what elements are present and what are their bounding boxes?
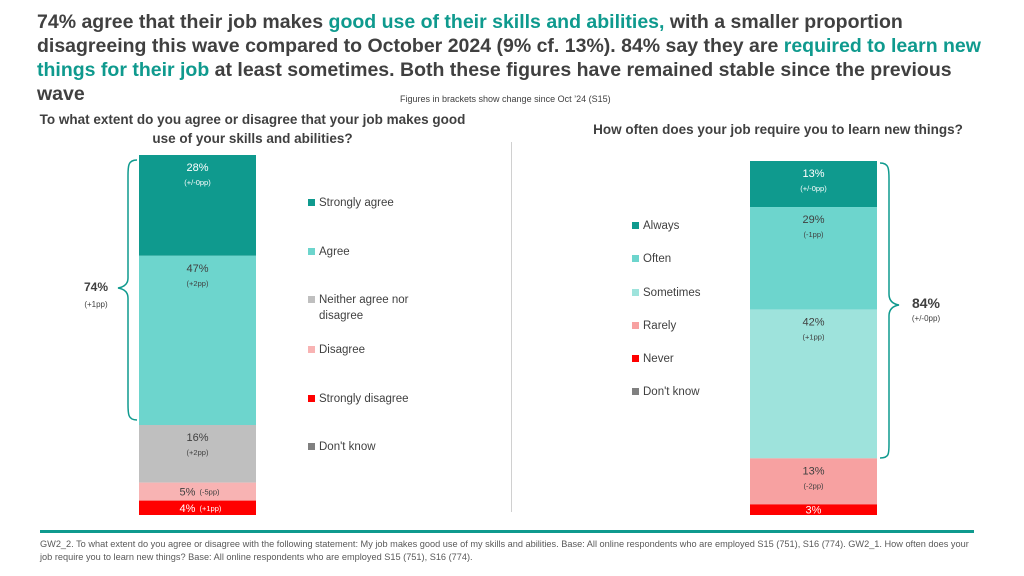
legend-item-often: Often (632, 251, 772, 267)
legend-label: Neither agree nor disagree (319, 294, 409, 322)
legend-item-sometimes: Sometimes (632, 285, 772, 301)
left-total: 74% (+1pp) (66, 280, 126, 309)
brackets-note: Figures in brackets show change since Oc… (400, 94, 611, 104)
chart-divider (511, 142, 512, 512)
footnote: GW2_2. To what extent do you agree or di… (40, 539, 969, 562)
legend-label: Rarely (643, 320, 677, 332)
legend-item-disagree: Disagree (308, 342, 448, 358)
right-total-value: 84% (911, 295, 941, 311)
chart0-neither-agree-nor-disagree-change-label: (+2pp) (187, 448, 209, 457)
page-title: 74% agree that their job makes good use … (37, 10, 997, 106)
legend-item-always: Always (632, 218, 772, 234)
chart1-always-bar (750, 161, 877, 208)
legend-label: Always (643, 220, 680, 232)
chart1-rarely-bar (750, 458, 877, 505)
right-total: 84% (+/-0pp) (896, 295, 956, 323)
chart0-agree-bar (139, 255, 256, 425)
chart0-neither-agree-nor-disagree-bar (139, 425, 256, 483)
left-bracket (117, 159, 138, 421)
legend-item-neither-agree-nor-disagree: Neither agree nor disagree (308, 292, 448, 324)
legend-item-don-t-know: Don't know (308, 439, 448, 455)
chart0-strongly-disagree-bar (139, 500, 256, 515)
chart1-never-value-label: 3% (806, 505, 822, 517)
chart0-neither-agree-nor-disagree-value-label: 16% (186, 432, 208, 444)
legend-item-strongly-agree: Strongly agree (308, 195, 448, 211)
legend-swatch (308, 248, 315, 255)
chart0-strongly-disagree-value-label: 4% (180, 503, 196, 515)
legend-swatch (632, 388, 639, 395)
left-total-value: 74% (83, 280, 109, 294)
legend-swatch (308, 199, 315, 206)
legend-label: Strongly disagree (319, 393, 409, 405)
legend-swatch (308, 395, 315, 402)
title-part-1: 74% agree that their job makes (37, 11, 329, 33)
chart1-never-bar (750, 504, 877, 515)
chart0-strongly-agree-bar (139, 155, 256, 256)
title-part-2: with a smaller proportion disagreeing th… (37, 11, 903, 57)
chart0-disagree-bar (139, 482, 256, 501)
chart0-disagree-change-label: (-5pp) (200, 488, 221, 497)
legend-item-don-t-know: Don't know (632, 384, 772, 400)
legend-label: Agree (319, 246, 350, 258)
legend-swatch (632, 322, 639, 329)
chart1-sometimes-change-label: (+1pp) (803, 333, 825, 342)
legend-label: Strongly agree (319, 197, 394, 209)
legend-item-never: Never (632, 351, 772, 367)
legend-label: Sometimes (643, 287, 701, 299)
chart0-strongly-agree-change-label: (+/-0pp) (184, 178, 211, 187)
title-highlight-2: required to learn new things for their j… (37, 35, 981, 81)
legend-item-strongly-disagree: Strongly disagree (308, 391, 448, 407)
chart1-often-bar (750, 207, 877, 310)
legend-item-agree: Agree (308, 244, 448, 260)
right-bracket (879, 162, 900, 459)
chart1-often-value-label: 29% (802, 214, 824, 226)
legend-item-rarely: Rarely (632, 318, 772, 334)
chart0-agree-change-label: (+2pp) (187, 279, 209, 288)
right-total-change: (+/-0pp) (911, 314, 941, 323)
legend-swatch (308, 296, 315, 303)
chart1-sometimes-bar (750, 309, 877, 459)
legend-label: Don't know (319, 441, 376, 453)
chart1-rarely-change-label: (-2pp) (803, 481, 824, 490)
legend-swatch (632, 255, 639, 262)
legend-swatch (308, 346, 315, 353)
legend-swatch (632, 355, 639, 362)
chart1-always-change-label: (+/-0pp) (800, 184, 827, 193)
title-part-3: at least sometimes. Both these figures h… (37, 59, 952, 105)
right-chart-question: How often does your job require you to l… (593, 122, 963, 137)
chart0-strongly-disagree-change-label: (+1pp) (200, 504, 222, 513)
legend-label: Don't know (643, 386, 700, 398)
chart0-disagree-value-label: 5% (180, 487, 196, 499)
footer-rule (40, 530, 974, 533)
legend-swatch (632, 222, 639, 229)
chart1-often-change-label: (-1pp) (803, 230, 824, 239)
left-chart-question: To what extent do you agree or disagree … (39, 112, 466, 146)
legend-swatch (308, 443, 315, 450)
chart1-rarely-value-label: 13% (802, 465, 824, 477)
legend-label: Never (643, 353, 674, 365)
chart1-sometimes-value-label: 42% (802, 317, 824, 329)
title-highlight-1: good use of their skills and abilities, (328, 11, 665, 33)
legend-swatch (632, 289, 639, 296)
chart0-agree-value-label: 47% (186, 263, 208, 275)
chart0-strongly-agree-value-label: 28% (186, 162, 208, 174)
chart1-always-value-label: 13% (802, 168, 824, 180)
left-total-change: (+1pp) (84, 300, 108, 309)
legend-label: Disagree (319, 344, 366, 356)
legend-label: Often (643, 253, 672, 265)
